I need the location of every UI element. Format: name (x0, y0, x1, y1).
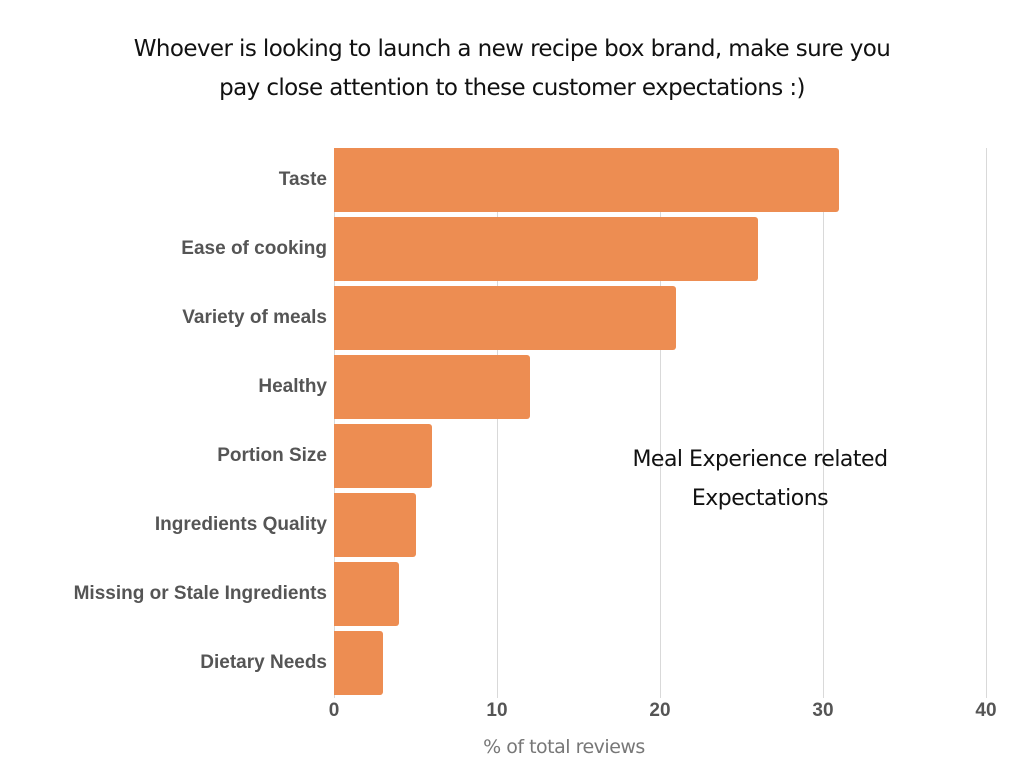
category-label: Portion Size (217, 445, 327, 466)
category-label: Ease of cooking (181, 238, 327, 259)
bar (334, 286, 677, 350)
x-tick-label: 20 (649, 700, 671, 721)
gridline (986, 148, 987, 698)
plot-area (334, 148, 987, 698)
bar (334, 217, 758, 281)
y-axis-line (334, 148, 335, 698)
bar (334, 148, 840, 212)
bar (334, 355, 530, 419)
bar (334, 493, 416, 557)
gridline (660, 148, 661, 698)
x-tick-label: 40 (975, 700, 997, 721)
category-label: Healthy (258, 376, 327, 397)
chart-title-line-1: Whoever is looking to launch a new recip… (133, 36, 891, 62)
gridline (497, 148, 498, 698)
x-tick-label: 10 (486, 700, 508, 721)
x-tick-label: 0 (328, 700, 340, 721)
category-label: Missing or Stale Ingredients (73, 583, 327, 604)
chart-title: Whoever is looking to launch a new recip… (0, 30, 1024, 108)
x-axis-label: % of total reviews (483, 736, 645, 758)
annotation-line-2: Expectations (691, 486, 829, 511)
category-label: Variety of meals (182, 307, 327, 328)
category-label: Dietary Needs (200, 652, 327, 673)
chart-title-line-2: pay close attention to these customer ex… (219, 75, 805, 101)
bar (334, 424, 432, 488)
category-label: Ingredients Quality (154, 514, 327, 535)
bar (334, 631, 383, 695)
bar (334, 562, 400, 626)
chart-annotation: Meal Experience related Expectations (590, 440, 930, 518)
x-tick-label: 30 (812, 700, 834, 721)
gridline (823, 148, 824, 698)
category-label: Taste (278, 169, 327, 190)
annotation-line-1: Meal Experience related (632, 447, 888, 472)
